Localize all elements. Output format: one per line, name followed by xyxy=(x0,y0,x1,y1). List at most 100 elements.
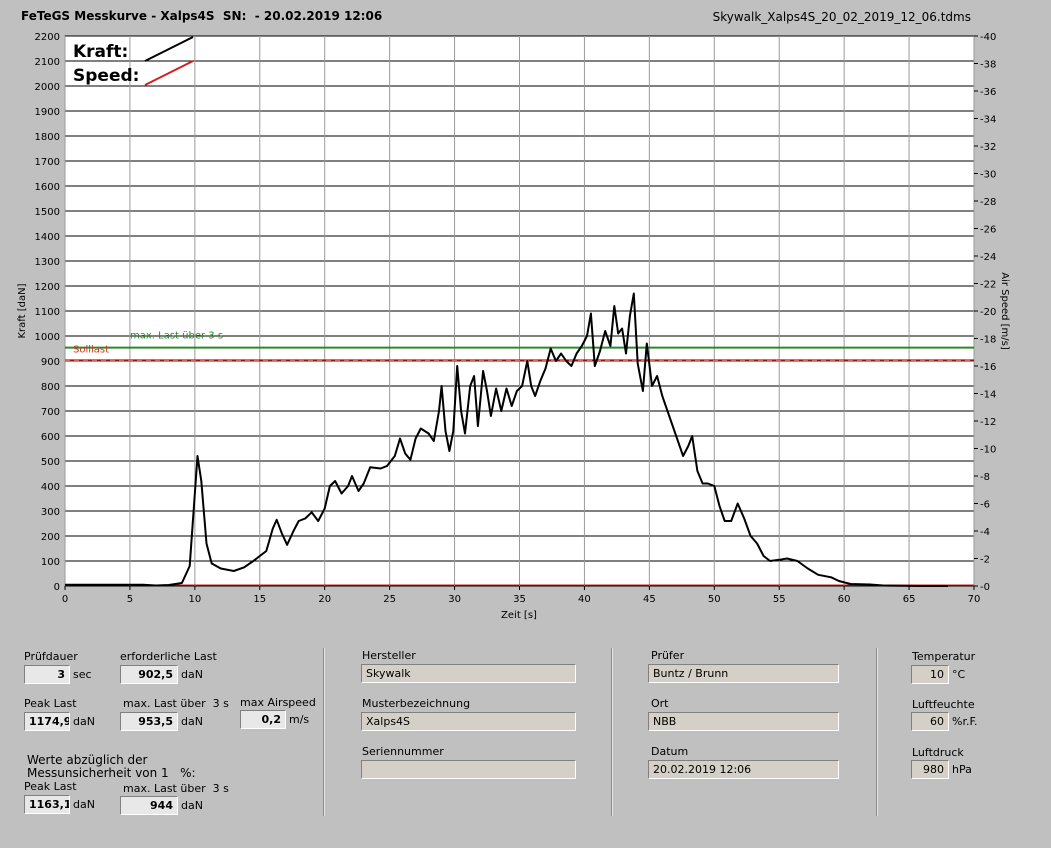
legend-kraft-line xyxy=(144,36,194,62)
legend-kraft-label: Kraft: xyxy=(73,42,128,62)
separator xyxy=(323,648,325,816)
hersteller-field[interactable]: Skywalk xyxy=(361,664,576,683)
y2-tick-label: -6 xyxy=(980,500,990,511)
y-tick-label: 1300 xyxy=(35,257,60,268)
y-tick-label: 1400 xyxy=(35,232,60,243)
y2-tick-label: -12 xyxy=(980,417,996,428)
pruefdauer-value: 3 xyxy=(24,665,70,684)
file-name: Skywalk_Xalps4S_20_02_2019_12_06.tdms xyxy=(712,10,971,24)
y-tick-label: 1000 xyxy=(35,332,60,343)
luftfeuchte-unit: %r.F. xyxy=(952,715,978,728)
ort-label: Ort xyxy=(651,697,669,710)
x-tick-label: 5 xyxy=(127,594,133,605)
y2-tick-label: -0 xyxy=(980,582,990,593)
serien-field[interactable] xyxy=(361,760,576,779)
y-tick-label: 1100 xyxy=(35,307,60,318)
y2-tick-label: -40 xyxy=(980,32,996,43)
y-tick-label: 400 xyxy=(41,482,60,493)
x-tick-label: 40 xyxy=(578,594,591,605)
peak-last-value: 1174,9 xyxy=(24,712,70,731)
y-tick-label: 100 xyxy=(41,557,60,568)
legend-speed-line xyxy=(144,60,194,86)
y2-tick-label: -14 xyxy=(980,390,996,401)
y-tick-label: 2000 xyxy=(35,82,60,93)
y-tick-label: 1900 xyxy=(35,107,60,118)
y-tick-label: 0 xyxy=(54,582,60,593)
y2-tick-label: -4 xyxy=(980,527,990,538)
max-last-line-label: max. Last über 3 s xyxy=(130,331,223,342)
max-last-value: 953,5 xyxy=(120,712,178,731)
x-tick-label: 45 xyxy=(643,594,656,605)
y2-tick-label: -20 xyxy=(980,307,996,318)
werte-note: Werte abzüglich der Messunsicherheit von… xyxy=(27,753,196,780)
erf-last-label: erforderliche Last xyxy=(120,650,217,663)
kraft-series-line xyxy=(65,292,948,587)
max-airspeed-label: max Airspeed xyxy=(240,696,316,709)
x-tick-label: 65 xyxy=(903,594,916,605)
x-tick-label: 10 xyxy=(188,594,201,605)
ort-field[interactable]: NBB xyxy=(648,712,839,731)
window-title: FeTeGS Messkurve - Xalps4S SN: - 20.02.2… xyxy=(21,9,383,23)
max-last2-label: max. Last über 3 s xyxy=(123,782,229,795)
luftfeuchte-label: Luftfeuchte xyxy=(912,698,975,711)
y-tick-label: 600 xyxy=(41,432,60,443)
erf-last-unit: daN xyxy=(181,668,203,681)
y2-tick-label: -24 xyxy=(980,252,996,263)
max-last2-unit: daN xyxy=(181,799,203,812)
separator xyxy=(876,648,878,816)
luftfeuchte-value: 60 xyxy=(911,712,949,731)
max-airspeed-value: 0,2 xyxy=(240,710,286,729)
y-tick-label: 1200 xyxy=(35,282,60,293)
temperatur-unit: °C xyxy=(952,668,966,681)
y2-axis-label: Air Speed [m/s] xyxy=(999,272,1010,350)
y-tick-label: 800 xyxy=(41,382,60,393)
y-tick-label: 700 xyxy=(41,407,60,418)
y2-tick-label: -10 xyxy=(980,445,996,456)
erf-last-value: 902,5 xyxy=(120,665,178,684)
y-axis-label: Kraft [daN] xyxy=(17,283,28,338)
peak-last2-label: Peak Last xyxy=(24,780,77,793)
max-airspeed-unit: m/s xyxy=(289,713,310,726)
y2-tick-label: -22 xyxy=(980,280,996,291)
y2-tick-label: -36 xyxy=(980,87,996,98)
pruefer-field[interactable]: Buntz / Brunn xyxy=(648,664,839,683)
y2-tick-label: -2 xyxy=(980,555,990,566)
y2-tick-label: -8 xyxy=(980,472,990,483)
y-tick-label: 1800 xyxy=(35,132,60,143)
pruefdauer-unit: sec xyxy=(73,668,92,681)
pruefdauer-label: Prüfdauer xyxy=(24,650,78,663)
x-tick-label: 15 xyxy=(253,594,266,605)
muster-field[interactable]: Xalps4S xyxy=(361,712,576,731)
hersteller-label: Hersteller xyxy=(362,649,416,662)
temperatur-label: Temperatur xyxy=(912,650,976,663)
y2-tick-label: -38 xyxy=(980,60,996,71)
separator xyxy=(611,648,613,816)
luftdruck-unit: hPa xyxy=(952,763,972,776)
y-tick-label: 1700 xyxy=(35,157,60,168)
y2-tick-label: -30 xyxy=(980,170,996,181)
datum-field[interactable]: 20.02.2019 12:06 xyxy=(648,760,839,779)
muster-label: Musterbezeichnung xyxy=(362,697,471,710)
x-tick-label: 70 xyxy=(968,594,981,605)
pruefer-label: Prüfer xyxy=(651,649,685,662)
temperatur-value: 10 xyxy=(911,665,949,684)
peak-last-unit: daN xyxy=(73,715,95,728)
x-tick-label: 25 xyxy=(383,594,396,605)
datum-label: Datum xyxy=(651,745,689,758)
serien-label: Seriennummer xyxy=(362,745,444,758)
y2-tick-label: -26 xyxy=(980,225,996,236)
luftdruck-value: 980 xyxy=(911,760,949,779)
y2-tick-label: -16 xyxy=(980,362,996,373)
y-tick-label: 500 xyxy=(41,457,60,468)
x-tick-label: 30 xyxy=(448,594,461,605)
max-last2-value: 944 xyxy=(120,796,178,815)
y2-tick-label: -32 xyxy=(980,142,996,153)
luftdruck-label: Luftdruck xyxy=(912,746,964,759)
legend-speed-label: Speed: xyxy=(73,66,139,86)
x-tick-label: 60 xyxy=(838,594,851,605)
x-tick-label: 20 xyxy=(318,594,331,605)
y-tick-label: 300 xyxy=(41,507,60,518)
y-tick-label: 2100 xyxy=(35,57,60,68)
x-tick-label: 50 xyxy=(708,594,721,605)
solllast-line-label: Solllast xyxy=(73,344,109,355)
